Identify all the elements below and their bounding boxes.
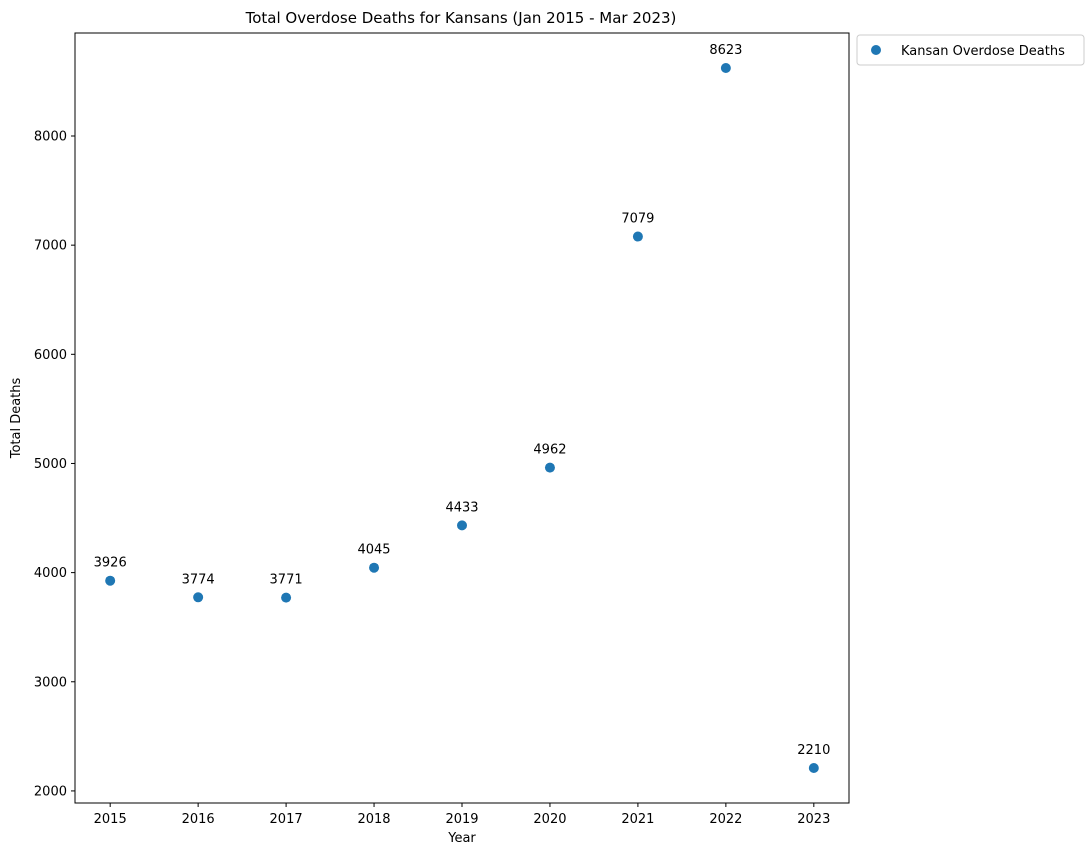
legend-marker — [871, 45, 881, 55]
x-tick-label: 2021 — [621, 812, 654, 827]
y-tick-label: 3000 — [34, 675, 67, 690]
y-axis-label: Total Deaths — [9, 377, 24, 459]
data-label: 3926 — [94, 556, 127, 571]
y-tick-label: 6000 — [34, 348, 67, 363]
x-tick-label: 2020 — [533, 812, 566, 827]
x-tick-label: 2017 — [270, 812, 303, 827]
x-tick-label: 2022 — [709, 812, 742, 827]
plot-area-frame — [74, 32, 850, 804]
data-point — [720, 63, 731, 73]
data-point — [632, 231, 643, 242]
chart-title: Total Overdose Deaths for Kansans (Jan 2… — [245, 9, 677, 27]
x-axis-ticks: 2015 2016 2017 2018 2019 2020 2021 2022 2023 — [94, 803, 830, 827]
data-label: 3774 — [182, 572, 215, 587]
y-tick-label: 8000 — [34, 130, 67, 145]
data-label: 4045 — [357, 543, 390, 558]
data-label: 8623 — [709, 43, 742, 58]
data-point — [544, 462, 555, 473]
y-tick-label: 2000 — [34, 784, 67, 799]
data-points — [105, 63, 819, 773]
y-axis-ticks: 2000 3000 4000 5000 6000 7000 8000 — [34, 130, 75, 799]
x-tick-label: 2019 — [445, 812, 478, 827]
x-tick-label: 2023 — [797, 812, 830, 827]
data-point — [105, 575, 116, 586]
data-label: 7079 — [621, 212, 654, 227]
data-point — [808, 763, 819, 773]
x-tick-label: 2018 — [357, 812, 390, 827]
x-axis-label: Year — [447, 831, 476, 846]
data-label: 3771 — [270, 573, 303, 588]
legend-label: Kansan Overdose Deaths — [901, 44, 1065, 59]
data-label: 4433 — [445, 500, 478, 515]
data-point — [281, 592, 292, 603]
y-tick-label: 4000 — [34, 566, 67, 581]
y-tick-label: 7000 — [34, 239, 67, 254]
data-label: 4962 — [533, 443, 566, 458]
x-tick-label: 2015 — [94, 812, 127, 827]
data-label: 2210 — [797, 743, 830, 758]
legend: Kansan Overdose Deaths — [856, 34, 1085, 66]
y-tick-label: 5000 — [34, 457, 67, 472]
data-point — [193, 592, 204, 603]
data-labels: 3926 3774 3771 4045 4433 4962 7079 8623 2210 — [94, 43, 831, 758]
data-point — [457, 520, 467, 531]
x-tick-label: 2016 — [182, 812, 215, 827]
data-point — [369, 562, 380, 573]
legend-box — [856, 34, 1085, 66]
